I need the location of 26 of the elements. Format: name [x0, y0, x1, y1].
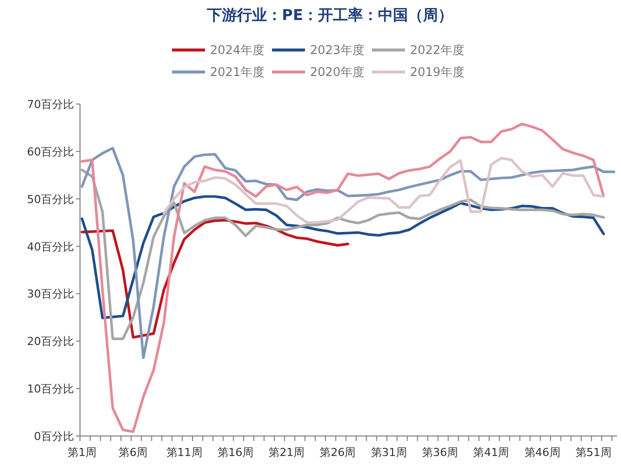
- x-tick-label: 第41周: [473, 446, 510, 459]
- x-tick-label: 第36周: [422, 446, 458, 459]
- y-tick-label: 70百分比: [27, 98, 74, 111]
- legend-label: 2024年度: [210, 43, 265, 57]
- x-tick-label: 第31周: [370, 446, 407, 459]
- legend-label: 2021年度: [210, 65, 265, 79]
- x-tick-label: 第6周: [118, 446, 148, 459]
- legend-label: 2023年度: [310, 43, 365, 57]
- legend-label: 2019年度: [410, 65, 465, 79]
- y-tick-label: 30百分比: [27, 288, 74, 301]
- x-tick-label: 第11周: [166, 446, 202, 459]
- y-tick-label: 10百分比: [27, 382, 74, 396]
- y-tick-label: 40百分比: [27, 240, 74, 254]
- x-tick-label: 第21周: [268, 446, 305, 459]
- x-tick-label: 第26周: [320, 446, 356, 459]
- x-tick-label: 第16周: [217, 446, 254, 459]
- chart-title: 下游行业：PE：开工率：中国（周）: [206, 6, 454, 24]
- y-tick-label: 0百分比: [34, 430, 74, 443]
- legend-label: 2020年度: [310, 65, 365, 79]
- y-tick-label: 60百分比: [27, 145, 74, 158]
- legend-label: 2022年度: [410, 43, 465, 57]
- y-tick-label: 20百分比: [27, 335, 74, 348]
- x-tick-label: 第1周: [68, 446, 96, 459]
- x-tick-label: 第46周: [524, 446, 560, 459]
- x-tick-label: 第51周: [575, 446, 612, 459]
- y-tick-label: 50百分比: [27, 192, 74, 206]
